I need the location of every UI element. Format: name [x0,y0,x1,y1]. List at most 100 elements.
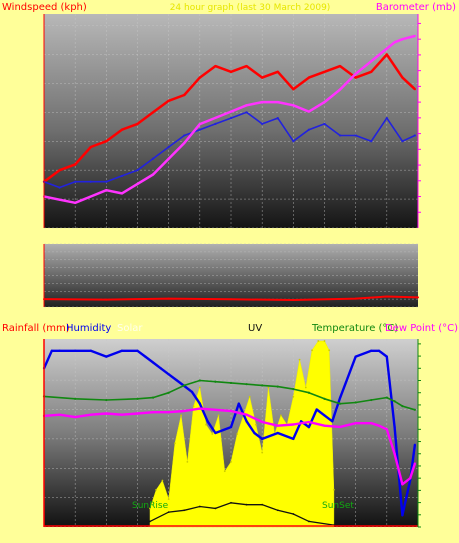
baro-point [413,34,416,38]
baro-point [338,88,342,91]
avg_wind-point [338,134,342,137]
baro-point [151,173,155,176]
dewpoint-point [377,424,381,427]
direction-point [417,296,419,299]
humidity-point [300,420,303,423]
temperature-point [413,408,416,411]
temperature-point [393,400,396,403]
baro-point [136,182,139,186]
humidity-point [276,431,279,435]
solar-point [267,386,270,389]
avg_wind-point [120,174,124,178]
baro-point [198,123,201,126]
sunrise-label: SunRise [132,501,169,511]
barometer-axis-label: Barometer (mb) [376,2,456,13]
baro-point [89,195,92,198]
avg_wind-point [323,122,326,125]
dewpoint-point [120,413,124,416]
dewpoint-point [105,412,108,415]
solar-point [149,507,151,510]
gust-point [261,76,264,79]
humidity-point [253,431,256,435]
temperature-point [401,405,404,408]
baro-point [354,72,357,75]
solar-point [317,340,320,342]
baro-point [385,47,388,50]
solar-point [323,340,326,342]
gust-point [58,169,61,172]
avg_wind-point [229,117,233,120]
solar-point [255,423,257,426]
wind-barometer-panel [42,14,421,229]
direction-point [354,297,357,300]
uv-point [230,501,232,504]
temperature-point [214,380,217,383]
gust-point [385,53,388,56]
dewpoint-point [229,409,233,413]
temperature-point [338,402,342,405]
baro-point [167,157,170,160]
humidity-point [198,402,201,405]
gust-point [323,70,326,73]
avg_wind-point [370,140,373,143]
humidity-point [307,426,311,429]
solar-point [180,414,183,417]
solar-point [217,414,220,417]
humidity-point [144,355,147,358]
avg_wind-point [413,134,416,137]
dewpoint-point [276,424,279,427]
humidity-point [167,373,170,376]
avg_wind-point [307,128,311,131]
gust-point [229,70,233,73]
gust-point [338,64,342,68]
avg_wind-point [89,180,92,183]
temperature-point [323,397,326,400]
baro-point [58,198,61,201]
solar-point [328,349,331,352]
solar-label: Solar [117,323,143,334]
gust-point [292,88,295,91]
gust-point [276,70,279,73]
avg_wind-point [198,128,201,131]
humidity-point [338,396,342,399]
temperature-point [105,398,108,402]
solar-point [155,488,158,491]
solar-point [261,451,264,454]
direction-point [292,299,295,301]
avg_wind-point [354,134,357,137]
wind-direction-panel [43,243,419,308]
solar-point [211,433,214,435]
dewpoint-point [245,413,248,416]
dewpoint-label: Dew Point (°C) [385,323,458,334]
direction-plot-area [44,244,418,307]
solar-point [186,461,189,463]
humidity-point [315,408,318,411]
avg_wind-point [276,117,279,120]
solar-area [149,340,335,528]
solar-point [205,423,207,426]
temperature-point [370,398,373,402]
baro-point [245,104,248,107]
avg_wind-point [74,180,77,183]
wind-series [42,34,416,205]
uv-point [183,509,186,512]
gust-point [354,76,357,79]
uv-series-line [149,502,334,526]
dewpoint-point [401,483,404,486]
wind-plot-area [44,14,418,228]
solar-point [230,461,232,463]
temperature-point [183,384,186,387]
avg_wind-point [136,169,139,172]
temp-humidity-panel: SunRise SunSet [42,339,421,528]
humidity-point [385,355,388,358]
direction-point [385,295,388,298]
dewpoint-point [354,422,357,425]
dewpoint-point [323,424,326,427]
dewpoint-point [89,413,92,416]
avg_wind-point [58,186,61,189]
uv-point [308,520,310,523]
solar-point [192,405,195,407]
temperature-point [276,385,279,388]
humidity-point [245,420,248,423]
baro-point [401,38,404,41]
